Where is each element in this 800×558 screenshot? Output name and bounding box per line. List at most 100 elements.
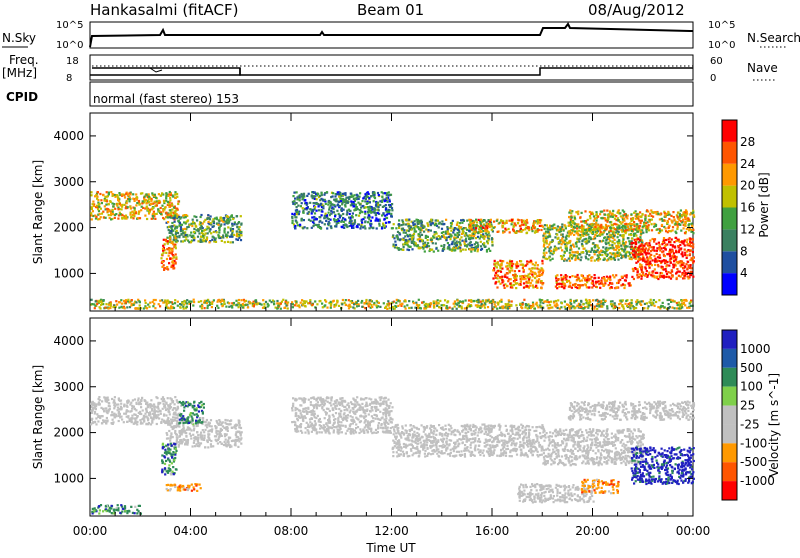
echo-cell	[666, 253, 668, 255]
echo-cell	[517, 222, 519, 224]
echo-cell	[569, 276, 571, 278]
echo-cell	[662, 302, 664, 304]
echo-cell	[653, 255, 655, 257]
echo-cell	[151, 218, 153, 220]
echo-cell	[207, 232, 209, 234]
echo-cell	[332, 195, 334, 197]
echo-cell	[371, 216, 373, 218]
echo-cell	[544, 224, 546, 226]
echo-cell	[441, 228, 443, 230]
echo-cell	[651, 219, 653, 221]
echo-cell	[489, 224, 491, 226]
echo-cell	[357, 208, 359, 210]
echo-cell	[200, 216, 202, 218]
echo-cell	[390, 215, 392, 217]
echo-cell	[309, 302, 311, 304]
echo-cell	[117, 208, 119, 210]
echo-cell	[646, 270, 648, 272]
echo-cell	[511, 223, 513, 225]
echo-cell	[169, 199, 171, 201]
echo-cell	[468, 219, 470, 221]
echo-cell	[682, 255, 684, 257]
echo-cell	[665, 230, 667, 232]
echo-cell	[384, 307, 386, 309]
nsky-trace	[90, 24, 693, 47]
echo-cell	[601, 283, 603, 285]
echo-cell	[294, 225, 296, 227]
echo-cell	[605, 300, 607, 302]
echo-cell	[489, 221, 491, 223]
echo-cell	[168, 262, 170, 264]
echo-cell	[570, 300, 572, 302]
echo-cell	[557, 225, 559, 227]
echo-cell	[561, 256, 563, 258]
echo-cell	[311, 212, 313, 214]
echo-cell	[381, 214, 383, 216]
echo-cell	[152, 213, 154, 215]
echo-cell	[614, 306, 616, 308]
echo-cell	[428, 229, 430, 231]
echo-cell	[94, 307, 96, 309]
echo-cell	[621, 231, 623, 233]
echo-cell	[670, 278, 672, 280]
echo-cell	[130, 212, 132, 214]
echo-cell	[478, 219, 480, 221]
echo-cell	[669, 257, 671, 259]
echo-cell	[642, 247, 644, 249]
echo-cell	[532, 284, 534, 286]
echo-cell	[655, 272, 657, 274]
echo-cell	[340, 221, 342, 223]
echo-cell	[591, 276, 593, 278]
echo-cell	[499, 267, 501, 269]
echo-cell	[683, 277, 685, 279]
echo-cell	[617, 219, 619, 221]
echo-cell	[680, 209, 682, 211]
echo-cell	[676, 256, 678, 258]
echo-cell	[531, 273, 533, 275]
echo-cell	[684, 225, 686, 227]
echo-cell	[391, 207, 393, 209]
echo-cell	[534, 308, 536, 310]
echo-cell	[561, 278, 563, 280]
echo-cell	[595, 211, 597, 213]
echo-cell	[379, 204, 381, 206]
echo-cell	[228, 306, 230, 308]
echo-cell	[408, 240, 410, 242]
echo-cell	[594, 306, 596, 308]
echo-cell	[681, 241, 683, 243]
echo-cell	[240, 239, 242, 241]
echo-cell	[465, 299, 467, 301]
echo-cell	[628, 251, 630, 253]
echo-cell	[346, 213, 348, 215]
echo-cell	[686, 307, 688, 309]
echo-cell	[212, 226, 214, 228]
echo-cell	[496, 286, 498, 288]
echo-cell	[441, 304, 443, 306]
echo-cell	[117, 218, 119, 220]
echo-cell	[502, 232, 504, 234]
echo-cell	[482, 233, 484, 235]
echo-cell	[198, 301, 200, 303]
echo-cell	[577, 257, 579, 259]
echo-cell	[681, 306, 683, 308]
echo-cell	[322, 200, 324, 202]
echo-cell	[337, 204, 339, 206]
echo-cell	[407, 225, 409, 227]
echo-cell	[493, 267, 495, 269]
echo-cell	[124, 196, 126, 198]
echo-cell	[469, 244, 471, 246]
echo-cell	[451, 243, 453, 245]
echo-cell	[598, 304, 600, 306]
echo-cell	[518, 230, 520, 232]
echo-cell	[655, 243, 657, 245]
echo-cell	[377, 219, 379, 221]
echo-cell	[204, 219, 206, 221]
echo-cell	[136, 198, 138, 200]
echo-cell	[685, 209, 687, 211]
echo-cell	[645, 263, 647, 265]
echo-cell	[528, 281, 530, 283]
echo-cell	[623, 251, 625, 253]
echo-cell	[193, 215, 195, 217]
echo-cell	[473, 235, 475, 237]
echo-cell	[661, 261, 663, 263]
